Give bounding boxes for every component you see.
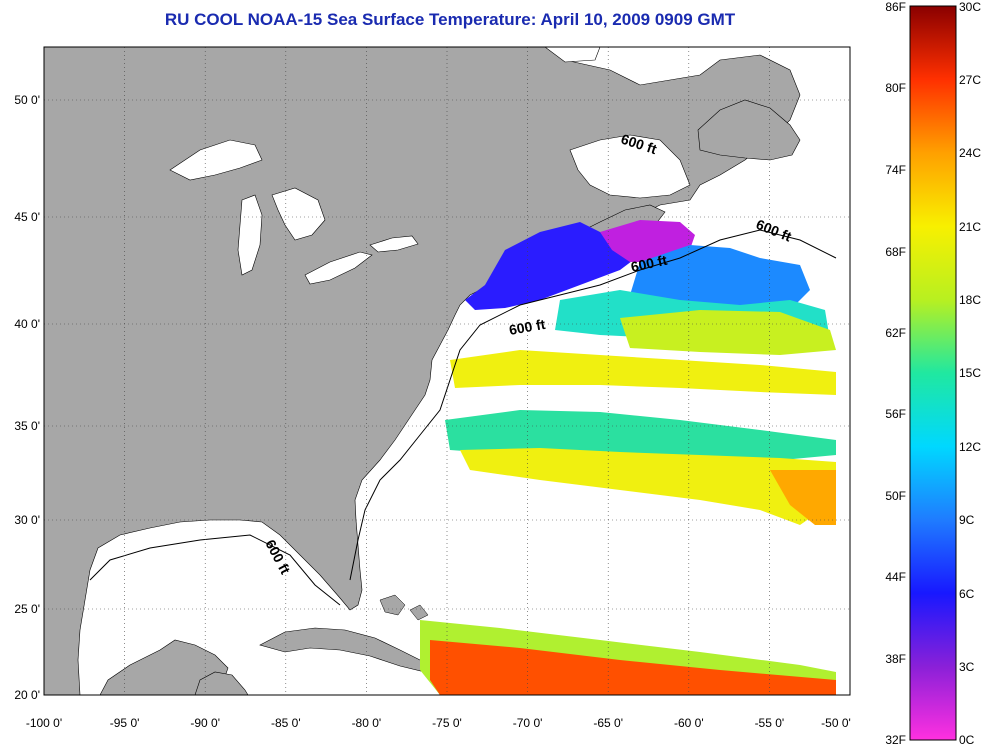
land-newfoundland xyxy=(697,99,801,161)
lat-tick: 20 0' xyxy=(14,688,40,702)
lake-ontario xyxy=(369,235,419,253)
hudson-bay-south xyxy=(544,47,601,63)
colorbar-c-label: 9C xyxy=(959,513,975,527)
colorbar-f-label: 38F xyxy=(885,652,906,666)
lat-tick: 50 0' xyxy=(14,93,40,107)
lake-michigan xyxy=(237,194,263,276)
lat-axis: 20 0' 25 0' 30 0' 35 0' 40 0' 45 0' 50 0… xyxy=(14,93,40,702)
colorbar-c-label: 30C xyxy=(959,0,981,14)
colorbar-c-label: 15C xyxy=(959,366,981,380)
colorbar-c-label: 6C xyxy=(959,587,975,601)
colorbar-c-label: 18C xyxy=(959,293,981,307)
colorbar-f-label: 56F xyxy=(885,407,906,421)
lat-tick: 45 0' xyxy=(14,210,40,224)
lon-tick: -95 0' xyxy=(110,716,140,730)
graticule xyxy=(44,47,850,695)
colorbar-c-label: 0C xyxy=(959,733,975,747)
lat-tick: 25 0' xyxy=(14,602,40,616)
colorbar-c-label: 3C xyxy=(959,660,975,674)
lon-axis: -100 0' -95 0' -90 0' -85 0' -80 0' -75 … xyxy=(26,716,851,730)
isobath-label: 600 ft xyxy=(629,252,668,275)
colorbar-c-label: 12C xyxy=(959,440,981,454)
lon-tick: -80 0' xyxy=(352,716,382,730)
lat-tick: 30 0' xyxy=(14,513,40,527)
lake-erie xyxy=(304,251,373,285)
map-title: RU COOL NOAA-15 Sea Surface Temperature:… xyxy=(164,10,736,29)
gulf-st-lawrence xyxy=(569,134,691,199)
lat-tick: 40 0' xyxy=(14,317,40,331)
lon-tick: -50 0' xyxy=(821,716,851,730)
lon-tick: -70 0' xyxy=(513,716,543,730)
lon-tick: -100 0' xyxy=(26,716,62,730)
lon-tick: -65 0' xyxy=(593,716,623,730)
colorbar-f-label: 80F xyxy=(885,81,906,95)
colorbar-c-label: 24C xyxy=(959,146,981,160)
colorbar-f-label: 32F xyxy=(885,733,906,747)
lat-tick: 35 0' xyxy=(14,419,40,433)
colorbar-f-label: 68F xyxy=(885,245,906,259)
isobath-600ft-line xyxy=(89,229,837,606)
land-yucatan-east xyxy=(194,671,249,695)
colorbar-gradient xyxy=(909,5,957,741)
lon-tick: -90 0' xyxy=(190,716,220,730)
colorbar-c-label: 21C xyxy=(959,220,981,234)
lake-superior xyxy=(169,139,263,181)
colorbar-f-label: 44F xyxy=(885,570,906,584)
lon-tick: -75 0' xyxy=(432,716,462,730)
lon-tick: -85 0' xyxy=(271,716,301,730)
lake-huron xyxy=(271,187,326,241)
colorbar-f-label: 86F xyxy=(885,0,906,14)
map-frame xyxy=(43,46,851,696)
sst-swaths xyxy=(420,220,836,695)
colorbar-f-label: 74F xyxy=(885,163,906,177)
lon-tick: -60 0' xyxy=(674,716,704,730)
colorbar-f-label: 50F xyxy=(885,489,906,503)
colorbar-f-label: 62F xyxy=(885,326,906,340)
isobath-label: 600 ft xyxy=(508,316,547,338)
lon-tick: -55 0' xyxy=(755,716,785,730)
colorbar-c-label: 27C xyxy=(959,73,981,87)
colorbar: 86F 80F 74F 68F 62F 56F 50F 44F 38F 32F … xyxy=(885,0,981,747)
